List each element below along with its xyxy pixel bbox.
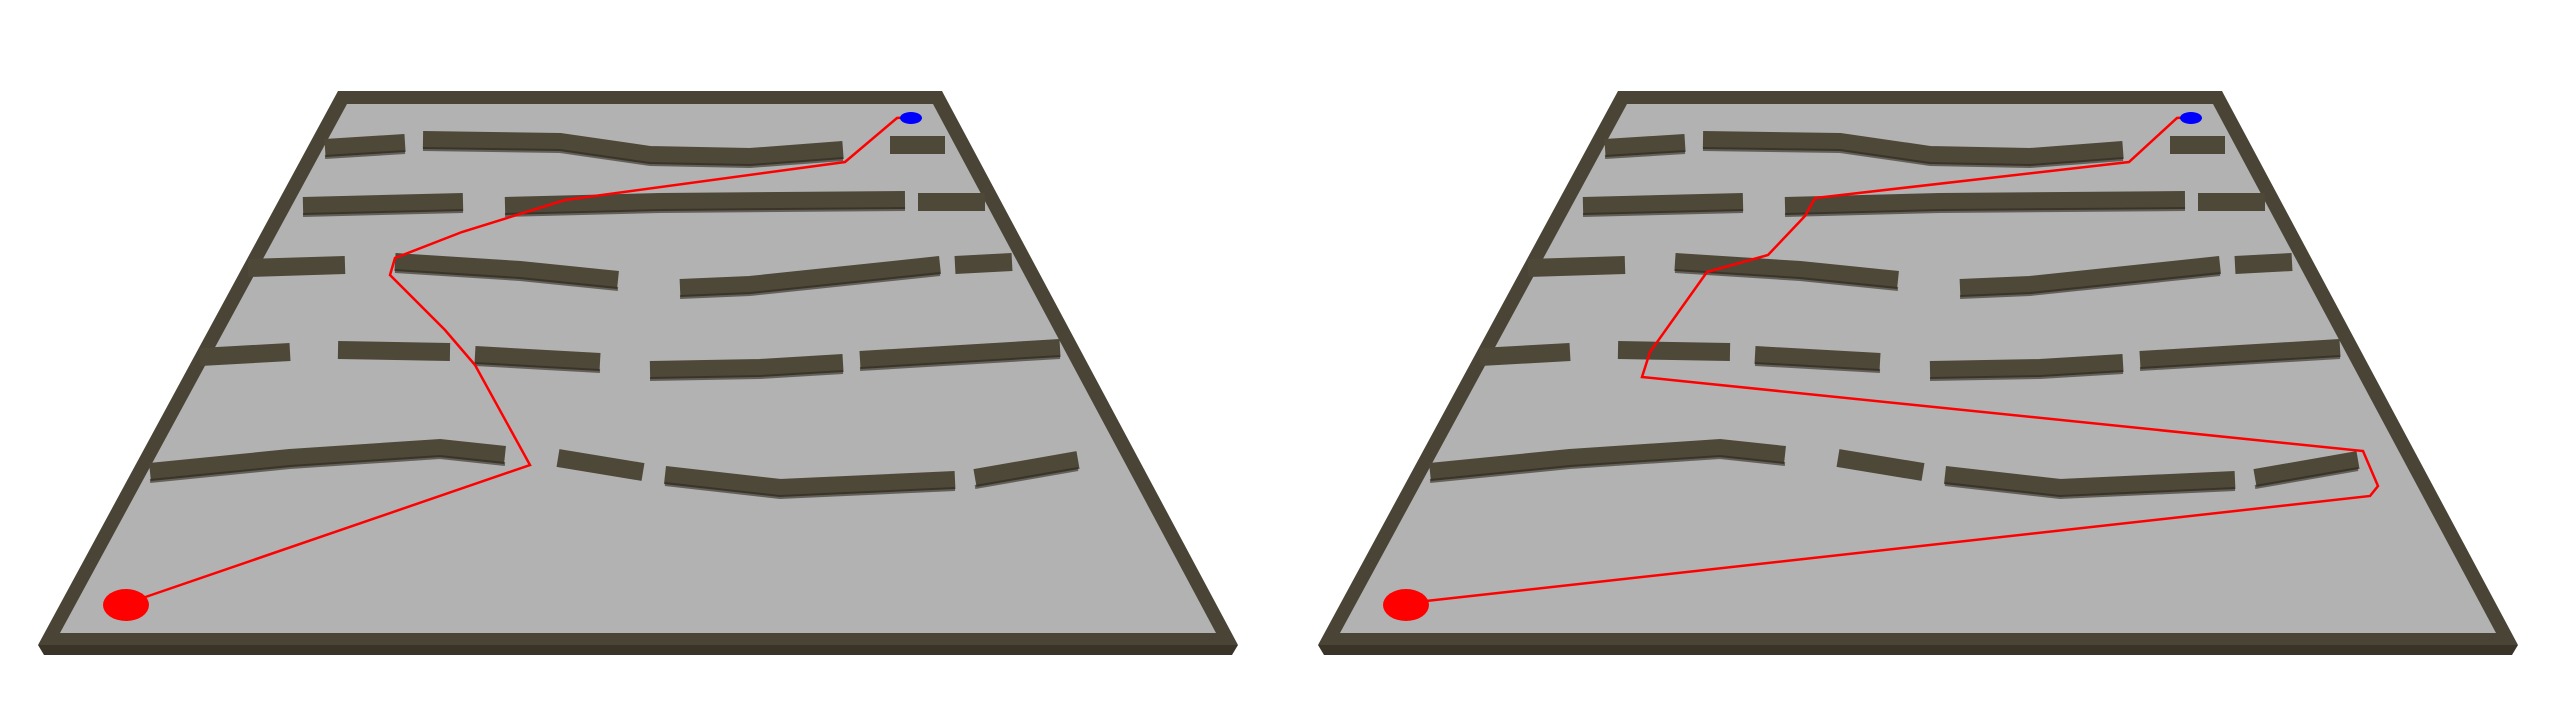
maze-wall — [679, 256, 941, 297]
maze-wall — [1479, 343, 1571, 366]
maze-wall — [394, 253, 619, 289]
planned-path — [127, 115, 913, 605]
maze-wall-shadows — [1429, 147, 2359, 500]
maze-wall — [337, 341, 451, 361]
left-maze-scene — [38, 91, 1238, 655]
maze-wall — [1929, 354, 2124, 379]
maze-wall — [1582, 193, 1744, 215]
left-maze-panel — [38, 91, 1238, 655]
start-marker — [103, 589, 149, 621]
planned-path — [1407, 115, 2380, 605]
goal-marker — [900, 112, 922, 124]
maze-floor — [60, 104, 1216, 633]
maze-wall — [324, 134, 406, 157]
maze-wall — [954, 253, 1013, 274]
maze-wall-shadows — [149, 147, 1079, 500]
maze-wall — [1836, 449, 1925, 481]
maze-wall — [1429, 438, 1786, 481]
maze-wall — [649, 354, 844, 379]
maze-walls — [1429, 131, 2360, 498]
maze-wall — [1617, 341, 1731, 361]
maze-board-edge — [38, 645, 1238, 655]
maze-wall — [302, 193, 464, 215]
maze-wall — [663, 466, 956, 498]
maze-wall — [556, 449, 645, 481]
maze-wall — [504, 191, 906, 215]
maze-wall — [422, 131, 844, 167]
maze-wall — [2139, 339, 2341, 369]
maze-wall — [859, 339, 1061, 369]
maze-wall — [2234, 253, 2293, 274]
goal-marker — [2180, 112, 2202, 124]
maze-wall — [1784, 191, 2186, 215]
maze-wall — [1754, 346, 1881, 371]
start-marker — [1383, 589, 1429, 621]
maze-floor — [1340, 104, 2496, 633]
maze-wall — [1604, 134, 1686, 157]
maze-wall — [149, 438, 506, 481]
maze-wall — [1959, 256, 2221, 297]
maze-wall — [2253, 451, 2360, 487]
right-maze-scene — [1318, 91, 2518, 655]
maze-board-edge — [1318, 645, 2518, 655]
maze-wall — [1943, 466, 2236, 498]
maze-wall — [199, 343, 291, 366]
maze-wall — [1527, 256, 1626, 277]
maze-wall — [1674, 253, 1899, 289]
right-maze-panel — [1280, 0, 2560, 720]
maze-wall — [474, 346, 601, 371]
maze-walls — [149, 131, 1080, 498]
maze-wall — [1702, 131, 2124, 167]
maze-wall — [247, 256, 346, 277]
maze-wall — [973, 451, 1080, 487]
